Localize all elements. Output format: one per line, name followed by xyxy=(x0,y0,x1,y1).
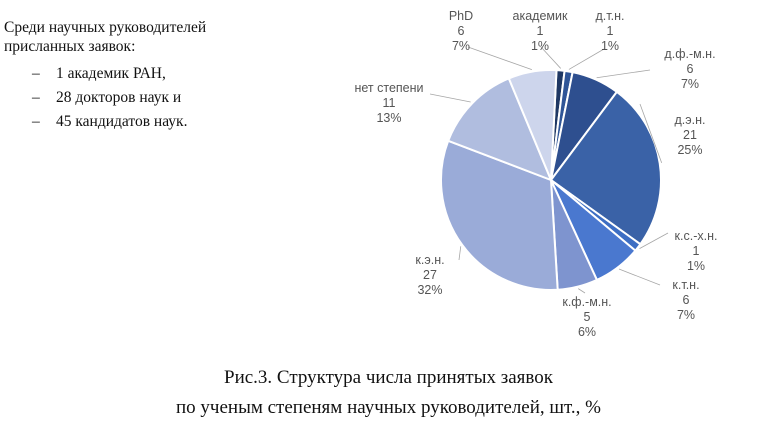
slice-label: д.э.н. 21 25% xyxy=(675,113,706,157)
slice-percent: 25% xyxy=(677,143,702,157)
slice-name: нет степени xyxy=(354,81,423,95)
list-bullet: – xyxy=(32,65,40,82)
slice-percent: 7% xyxy=(677,308,695,322)
slice-label: нет степени 11 13% xyxy=(354,81,423,125)
leader-line xyxy=(596,69,651,79)
figure-caption-line-2: по ученым степеням научных руководителей… xyxy=(176,397,601,418)
slice-name: к.э.н. xyxy=(415,253,444,267)
slice-percent: 1% xyxy=(531,39,549,53)
leader-line xyxy=(618,268,661,286)
slice-percent: 7% xyxy=(452,39,470,53)
slice-value: 1 xyxy=(607,24,614,38)
leader-line xyxy=(467,46,532,71)
slice-label: к.э.н. 27 32% xyxy=(415,253,444,297)
slice-label: PhD 6 7% xyxy=(449,9,473,53)
slice-name: д.ф.-м.н. xyxy=(664,47,715,61)
slice-value: 5 xyxy=(584,310,591,324)
list-bullet: – xyxy=(32,113,40,130)
slice-value: 21 xyxy=(683,128,697,142)
pie-slice xyxy=(446,77,553,182)
slice-name: д.т.н. xyxy=(596,9,625,23)
slice-label: к.т.н. 6 7% xyxy=(672,278,699,322)
slice-percent: 7% xyxy=(681,77,699,91)
intro-list-item: – 1 академик РАН, xyxy=(4,64,254,88)
pie-chart: академик 1 1%д.т.н. 1 1%д.ф.-м.н. 6 7%д.э.н. 21… xyxy=(354,9,718,339)
leader-line xyxy=(639,103,663,164)
intro-heading: Среди научных руководителей присланных з… xyxy=(4,19,207,55)
slice-name: д.э.н. xyxy=(675,113,706,127)
intro-list-item: – 45 кандидатов наук. xyxy=(4,112,254,136)
slice-value: 6 xyxy=(458,24,465,38)
pie-slice xyxy=(507,69,558,181)
slice-label: академик 1 1% xyxy=(513,9,568,53)
slice-percent: 1% xyxy=(687,259,705,273)
slice-percent: 1% xyxy=(601,39,619,53)
leader-line xyxy=(429,93,471,103)
slice-percent: 32% xyxy=(417,283,442,297)
slice-name: к.с.-х.н. xyxy=(675,229,718,243)
leader-line xyxy=(540,46,562,69)
slice-value: 27 xyxy=(423,268,437,282)
slice-percent: 6% xyxy=(578,325,596,339)
leader-line xyxy=(568,48,605,70)
pie-slice xyxy=(549,90,662,246)
leader-line xyxy=(458,246,462,261)
slice-name: PhD xyxy=(449,9,473,23)
slice-label: к.с.-х.н. 1 1% xyxy=(675,229,718,273)
list-bullet: – xyxy=(32,89,40,106)
slice-name: к.ф.-м.н. xyxy=(562,295,611,309)
pie-slice xyxy=(440,139,559,291)
slice-label: д.ф.-м.н. 6 7% xyxy=(664,47,715,91)
intro-list: – 1 академик РАН, – 28 докторов наук и –… xyxy=(4,64,254,136)
intro-list-item: – 28 докторов наук и xyxy=(4,88,254,112)
slice-value: 6 xyxy=(687,62,694,76)
intro-text-block: Среди научных руководителей присланных з… xyxy=(4,18,254,136)
slice-value: 1 xyxy=(537,24,544,38)
slice-value: 6 xyxy=(683,293,690,307)
leader-line xyxy=(578,288,586,294)
slice-label: к.ф.-м.н. 5 6% xyxy=(562,295,611,339)
slice-label: д.т.н. 1 1% xyxy=(596,9,625,53)
list-item-text: 28 докторов наук и xyxy=(56,89,182,106)
leader-line xyxy=(639,232,669,250)
list-item-text: 1 академик РАН, xyxy=(56,65,166,82)
list-item-text: 45 кандидатов наук. xyxy=(56,113,188,130)
slice-value: 11 xyxy=(383,96,396,110)
slice-name: академик xyxy=(513,9,568,23)
slice-value: 1 xyxy=(693,244,700,258)
figure-caption-line-1: Рис.3. Структура числа принятых заявок xyxy=(224,367,553,388)
slice-percent: 13% xyxy=(376,111,401,125)
slice-name: к.т.н. xyxy=(672,278,699,292)
